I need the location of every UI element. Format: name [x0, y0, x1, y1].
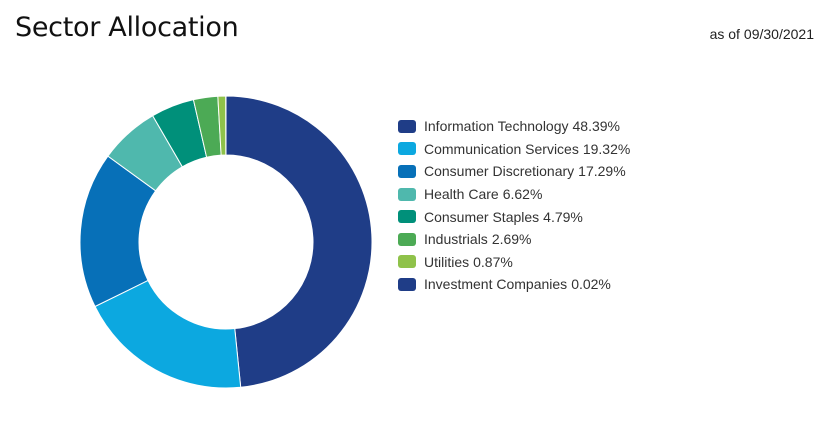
legend-swatch	[398, 119, 416, 133]
page-title: Sector Allocation	[15, 12, 239, 43]
legend-label-name: Industrials	[424, 231, 488, 248]
legend-label-value: 4.79%	[543, 208, 583, 225]
legend-label-name: Health Care	[424, 186, 499, 203]
legend-label: Consumer Discretionary 17.29%	[424, 163, 626, 179]
legend-label: Communication Services 19.32%	[424, 141, 630, 157]
legend-item-consumer-discretionary[interactable]: Consumer Discretionary 17.29%	[398, 160, 630, 183]
legend-label-name: Communication Services	[424, 140, 579, 157]
donut-slice-communication-services[interactable]	[94, 279, 242, 389]
legend-item-consumer-staples[interactable]: Consumer Staples 4.79%	[398, 205, 630, 228]
legend-label-value: 48.39%	[572, 118, 620, 135]
legend-swatch	[398, 210, 416, 224]
as-of-date: as of 09/30/2021	[710, 26, 814, 42]
legend-label: Utilities 0.87%	[424, 254, 513, 270]
legend-item-investment-companies[interactable]: Investment Companies 0.02%	[398, 273, 630, 296]
legend-label: Investment Companies 0.02%	[424, 276, 611, 292]
legend-label-value: 0.02%	[571, 276, 611, 293]
legend-label-value: 0.87%	[473, 253, 513, 270]
legend-swatch	[398, 277, 416, 291]
legend-label-value: 17.29%	[578, 163, 626, 180]
chart-legend: Information Technology 48.39% Communicatio…	[398, 115, 630, 296]
legend-label: Health Care 6.62%	[424, 186, 542, 202]
as-of-value: 09/30/2021	[743, 26, 814, 42]
legend-label-name: Investment Companies	[424, 276, 568, 293]
legend-item-information-technology[interactable]: Information Technology 48.39%	[398, 115, 630, 138]
legend-swatch	[398, 142, 416, 156]
legend-item-utilities[interactable]: Utilities 0.87%	[398, 251, 630, 274]
legend-label-value: 2.69%	[491, 231, 532, 248]
legend-label-name: Utilities	[424, 253, 470, 270]
legend-item-health-care[interactable]: Health Care 6.62%	[398, 183, 630, 206]
legend-item-industrials[interactable]: Industrials 2.69%	[398, 228, 630, 251]
legend-label-name: Consumer Staples	[424, 208, 540, 225]
legend-swatch	[398, 164, 416, 178]
legend-label-value: 19.32%	[582, 140, 631, 157]
legend-swatch	[398, 255, 416, 269]
donut-slices	[79, 95, 373, 389]
legend-label-name: Consumer Discretionary	[424, 163, 575, 180]
legend-label-value: 6.62%	[502, 186, 543, 203]
legend-label: Industrials 2.69%	[424, 231, 532, 247]
legend-label: Consumer Staples 4.79%	[424, 209, 583, 225]
as-of-prefix: as of	[709, 26, 740, 42]
legend-label-name: Information Technology	[424, 118, 569, 135]
legend-label: Information Technology 48.39%	[424, 118, 620, 134]
legend-item-communication-services[interactable]: Communication Services 19.32%	[398, 138, 630, 161]
legend-swatch	[398, 232, 416, 246]
legend-swatch	[398, 187, 416, 201]
donut-slice-information-technology[interactable]	[225, 95, 373, 388]
